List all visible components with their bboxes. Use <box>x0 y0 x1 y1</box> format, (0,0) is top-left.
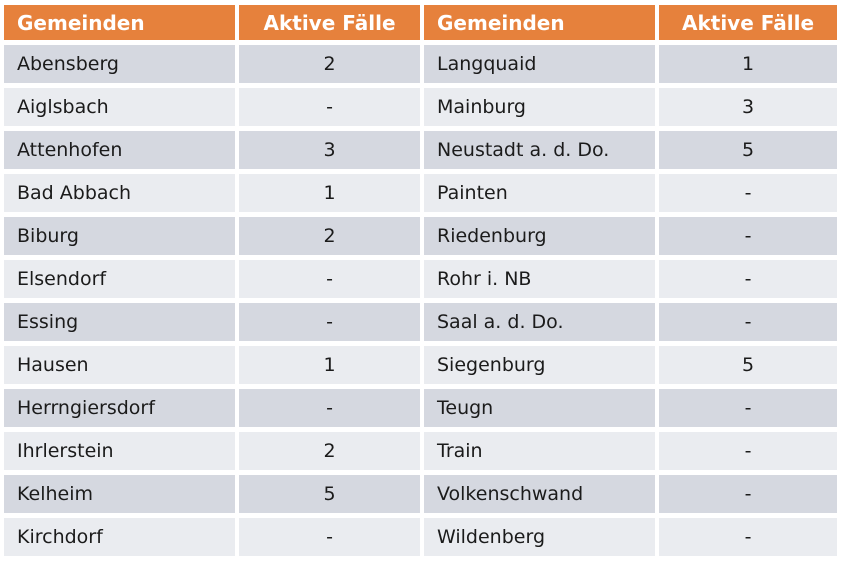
aktive-faelle-cell: 1 <box>239 346 420 384</box>
aktive-faelle-cell: 5 <box>239 475 420 513</box>
gemeinde-cell: Bad Abbach <box>4 174 235 212</box>
aktive-faelle-cell: - <box>659 303 837 341</box>
aktive-faelle-cell: - <box>659 475 837 513</box>
gemeinde-cell: Siegenburg <box>424 346 655 384</box>
table-row: Kelheim 5 Volkenschwand - <box>4 475 837 513</box>
aktive-faelle-cell: 1 <box>659 45 837 83</box>
aktive-faelle-cell: - <box>239 303 420 341</box>
aktive-faelle-cell: - <box>659 389 837 427</box>
aktive-faelle-cell: - <box>659 518 837 556</box>
gemeinde-cell: Hausen <box>4 346 235 384</box>
gemeinde-cell: Ihrlerstein <box>4 432 235 470</box>
table-row: Elsendorf - Rohr i. NB - <box>4 260 837 298</box>
table-row: Attenhofen 3 Neustadt a. d. Do. 5 <box>4 131 837 169</box>
table-header-row: Gemeinden Aktive Fälle Gemeinden Aktive … <box>4 5 837 40</box>
gemeinde-cell: Riedenburg <box>424 217 655 255</box>
gemeinde-cell: Mainburg <box>424 88 655 126</box>
aktive-faelle-cell: 3 <box>659 88 837 126</box>
table-row: Hausen 1 Siegenburg 5 <box>4 346 837 384</box>
aktive-faelle-cell: 2 <box>239 45 420 83</box>
gemeinde-cell: Aiglsbach <box>4 88 235 126</box>
gemeinde-cell: Herrngiersdorf <box>4 389 235 427</box>
aktive-faelle-cell: 5 <box>659 346 837 384</box>
table-row: Aiglsbach - Mainburg 3 <box>4 88 837 126</box>
aktive-faelle-cell: 2 <box>239 432 420 470</box>
aktive-faelle-cell: - <box>659 260 837 298</box>
table-body: Abensberg 2 Langquaid 1 Aiglsbach - Mainburg 3 A… <box>4 45 837 556</box>
aktive-faelle-cell: - <box>239 88 420 126</box>
gemeinde-cell: Abensberg <box>4 45 235 83</box>
gemeinde-cell: Attenhofen <box>4 131 235 169</box>
header-aktive-faelle-left: Aktive Fälle <box>239 5 420 40</box>
aktive-faelle-cell: - <box>239 389 420 427</box>
gemeinde-cell: Painten <box>424 174 655 212</box>
table-row: Ihrlerstein 2 Train - <box>4 432 837 470</box>
gemeinde-cell: Langquaid <box>424 45 655 83</box>
gemeinde-cell: Kelheim <box>4 475 235 513</box>
table-row: Kirchdorf - Wildenberg - <box>4 518 837 556</box>
gemeinde-cell: Elsendorf <box>4 260 235 298</box>
header-gemeinden-left: Gemeinden <box>4 5 235 40</box>
gemeinde-cell: Train <box>424 432 655 470</box>
gemeinde-cell: Volkenschwand <box>424 475 655 513</box>
aktive-faelle-cell: 1 <box>239 174 420 212</box>
aktive-faelle-cell: 2 <box>239 217 420 255</box>
gemeinde-cell: Saal a. d. Do. <box>424 303 655 341</box>
table-row: Biburg 2 Riedenburg - <box>4 217 837 255</box>
gemeinde-cell: Teugn <box>424 389 655 427</box>
aktive-faelle-cell: - <box>659 432 837 470</box>
table-row: Abensberg 2 Langquaid 1 <box>4 45 837 83</box>
gemeinde-cell: Kirchdorf <box>4 518 235 556</box>
aktive-faelle-cell: 3 <box>239 131 420 169</box>
aktive-faelle-cell: - <box>239 518 420 556</box>
gemeinde-cell: Wildenberg <box>424 518 655 556</box>
header-gemeinden-right: Gemeinden <box>424 5 655 40</box>
table-row: Bad Abbach 1 Painten - <box>4 174 837 212</box>
header-aktive-faelle-right: Aktive Fälle <box>659 5 837 40</box>
gemeinde-cell: Neustadt a. d. Do. <box>424 131 655 169</box>
gemeinde-cell: Rohr i. NB <box>424 260 655 298</box>
table-row: Herrngiersdorf - Teugn - <box>4 389 837 427</box>
aktive-faelle-cell: 5 <box>659 131 837 169</box>
aktive-faelle-cell: - <box>239 260 420 298</box>
aktive-faelle-cell: - <box>659 174 837 212</box>
aktive-faelle-cell: - <box>659 217 837 255</box>
gemeinde-cell: Biburg <box>4 217 235 255</box>
table-row: Essing - Saal a. d. Do. - <box>4 303 837 341</box>
gemeinde-cell: Essing <box>4 303 235 341</box>
